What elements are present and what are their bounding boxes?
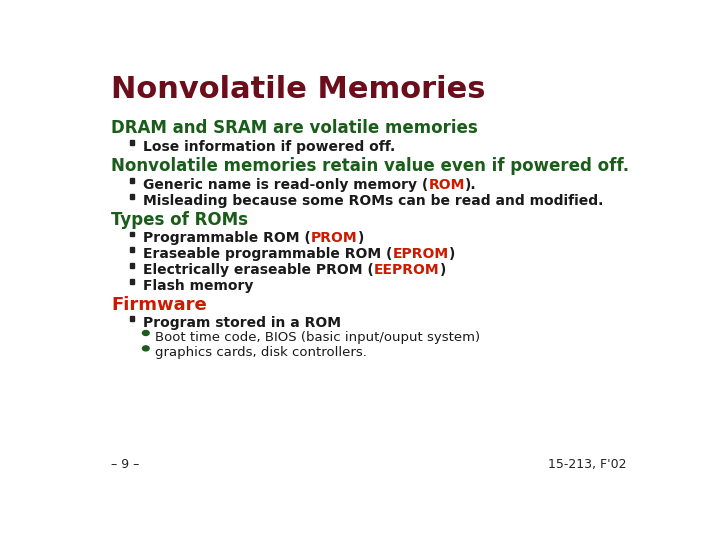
Text: ): ) xyxy=(439,263,446,276)
Bar xyxy=(130,279,134,284)
Text: ): ) xyxy=(357,231,364,245)
Text: – 9 –: – 9 – xyxy=(111,458,140,471)
Text: DRAM and SRAM are volatile memories: DRAM and SRAM are volatile memories xyxy=(111,119,478,137)
Circle shape xyxy=(143,330,149,335)
Text: Electrically eraseable PROM (: Electrically eraseable PROM ( xyxy=(143,263,374,276)
Text: Lose information if powered off.: Lose information if powered off. xyxy=(143,140,395,154)
Bar xyxy=(130,194,134,199)
Text: EEPROM: EEPROM xyxy=(374,263,439,276)
Text: EPROM: EPROM xyxy=(392,247,449,261)
Text: Programmable ROM (: Programmable ROM ( xyxy=(143,231,311,245)
Text: PROM: PROM xyxy=(311,231,357,245)
Text: Misleading because some ROMs can be read and modified.: Misleading because some ROMs can be read… xyxy=(143,194,603,208)
Text: Types of ROMs: Types of ROMs xyxy=(111,211,248,229)
Bar xyxy=(130,178,134,183)
Text: ROM: ROM xyxy=(428,178,464,192)
Text: ).: ). xyxy=(464,178,476,192)
Text: Nonvolatile Memories: Nonvolatile Memories xyxy=(111,75,486,104)
Text: Eraseable programmable ROM (: Eraseable programmable ROM ( xyxy=(143,247,392,261)
Text: Boot time code, BIOS (basic input/ouput system): Boot time code, BIOS (basic input/ouput … xyxy=(156,331,480,344)
Bar xyxy=(130,247,134,252)
Bar xyxy=(130,264,134,268)
Text: Generic name is read-only memory (: Generic name is read-only memory ( xyxy=(143,178,428,192)
Bar xyxy=(130,316,134,321)
Text: 15-213, F'02: 15-213, F'02 xyxy=(549,458,627,471)
Text: ): ) xyxy=(449,247,455,261)
Bar xyxy=(130,140,134,145)
Bar xyxy=(130,232,134,236)
Text: Firmware: Firmware xyxy=(111,296,207,314)
Text: Program stored in a ROM: Program stored in a ROM xyxy=(143,316,341,330)
Text: Nonvolatile memories retain value even if powered off.: Nonvolatile memories retain value even i… xyxy=(111,157,629,175)
Text: Flash memory: Flash memory xyxy=(143,279,253,293)
Circle shape xyxy=(143,346,149,351)
Text: graphics cards, disk controllers.: graphics cards, disk controllers. xyxy=(156,346,367,359)
